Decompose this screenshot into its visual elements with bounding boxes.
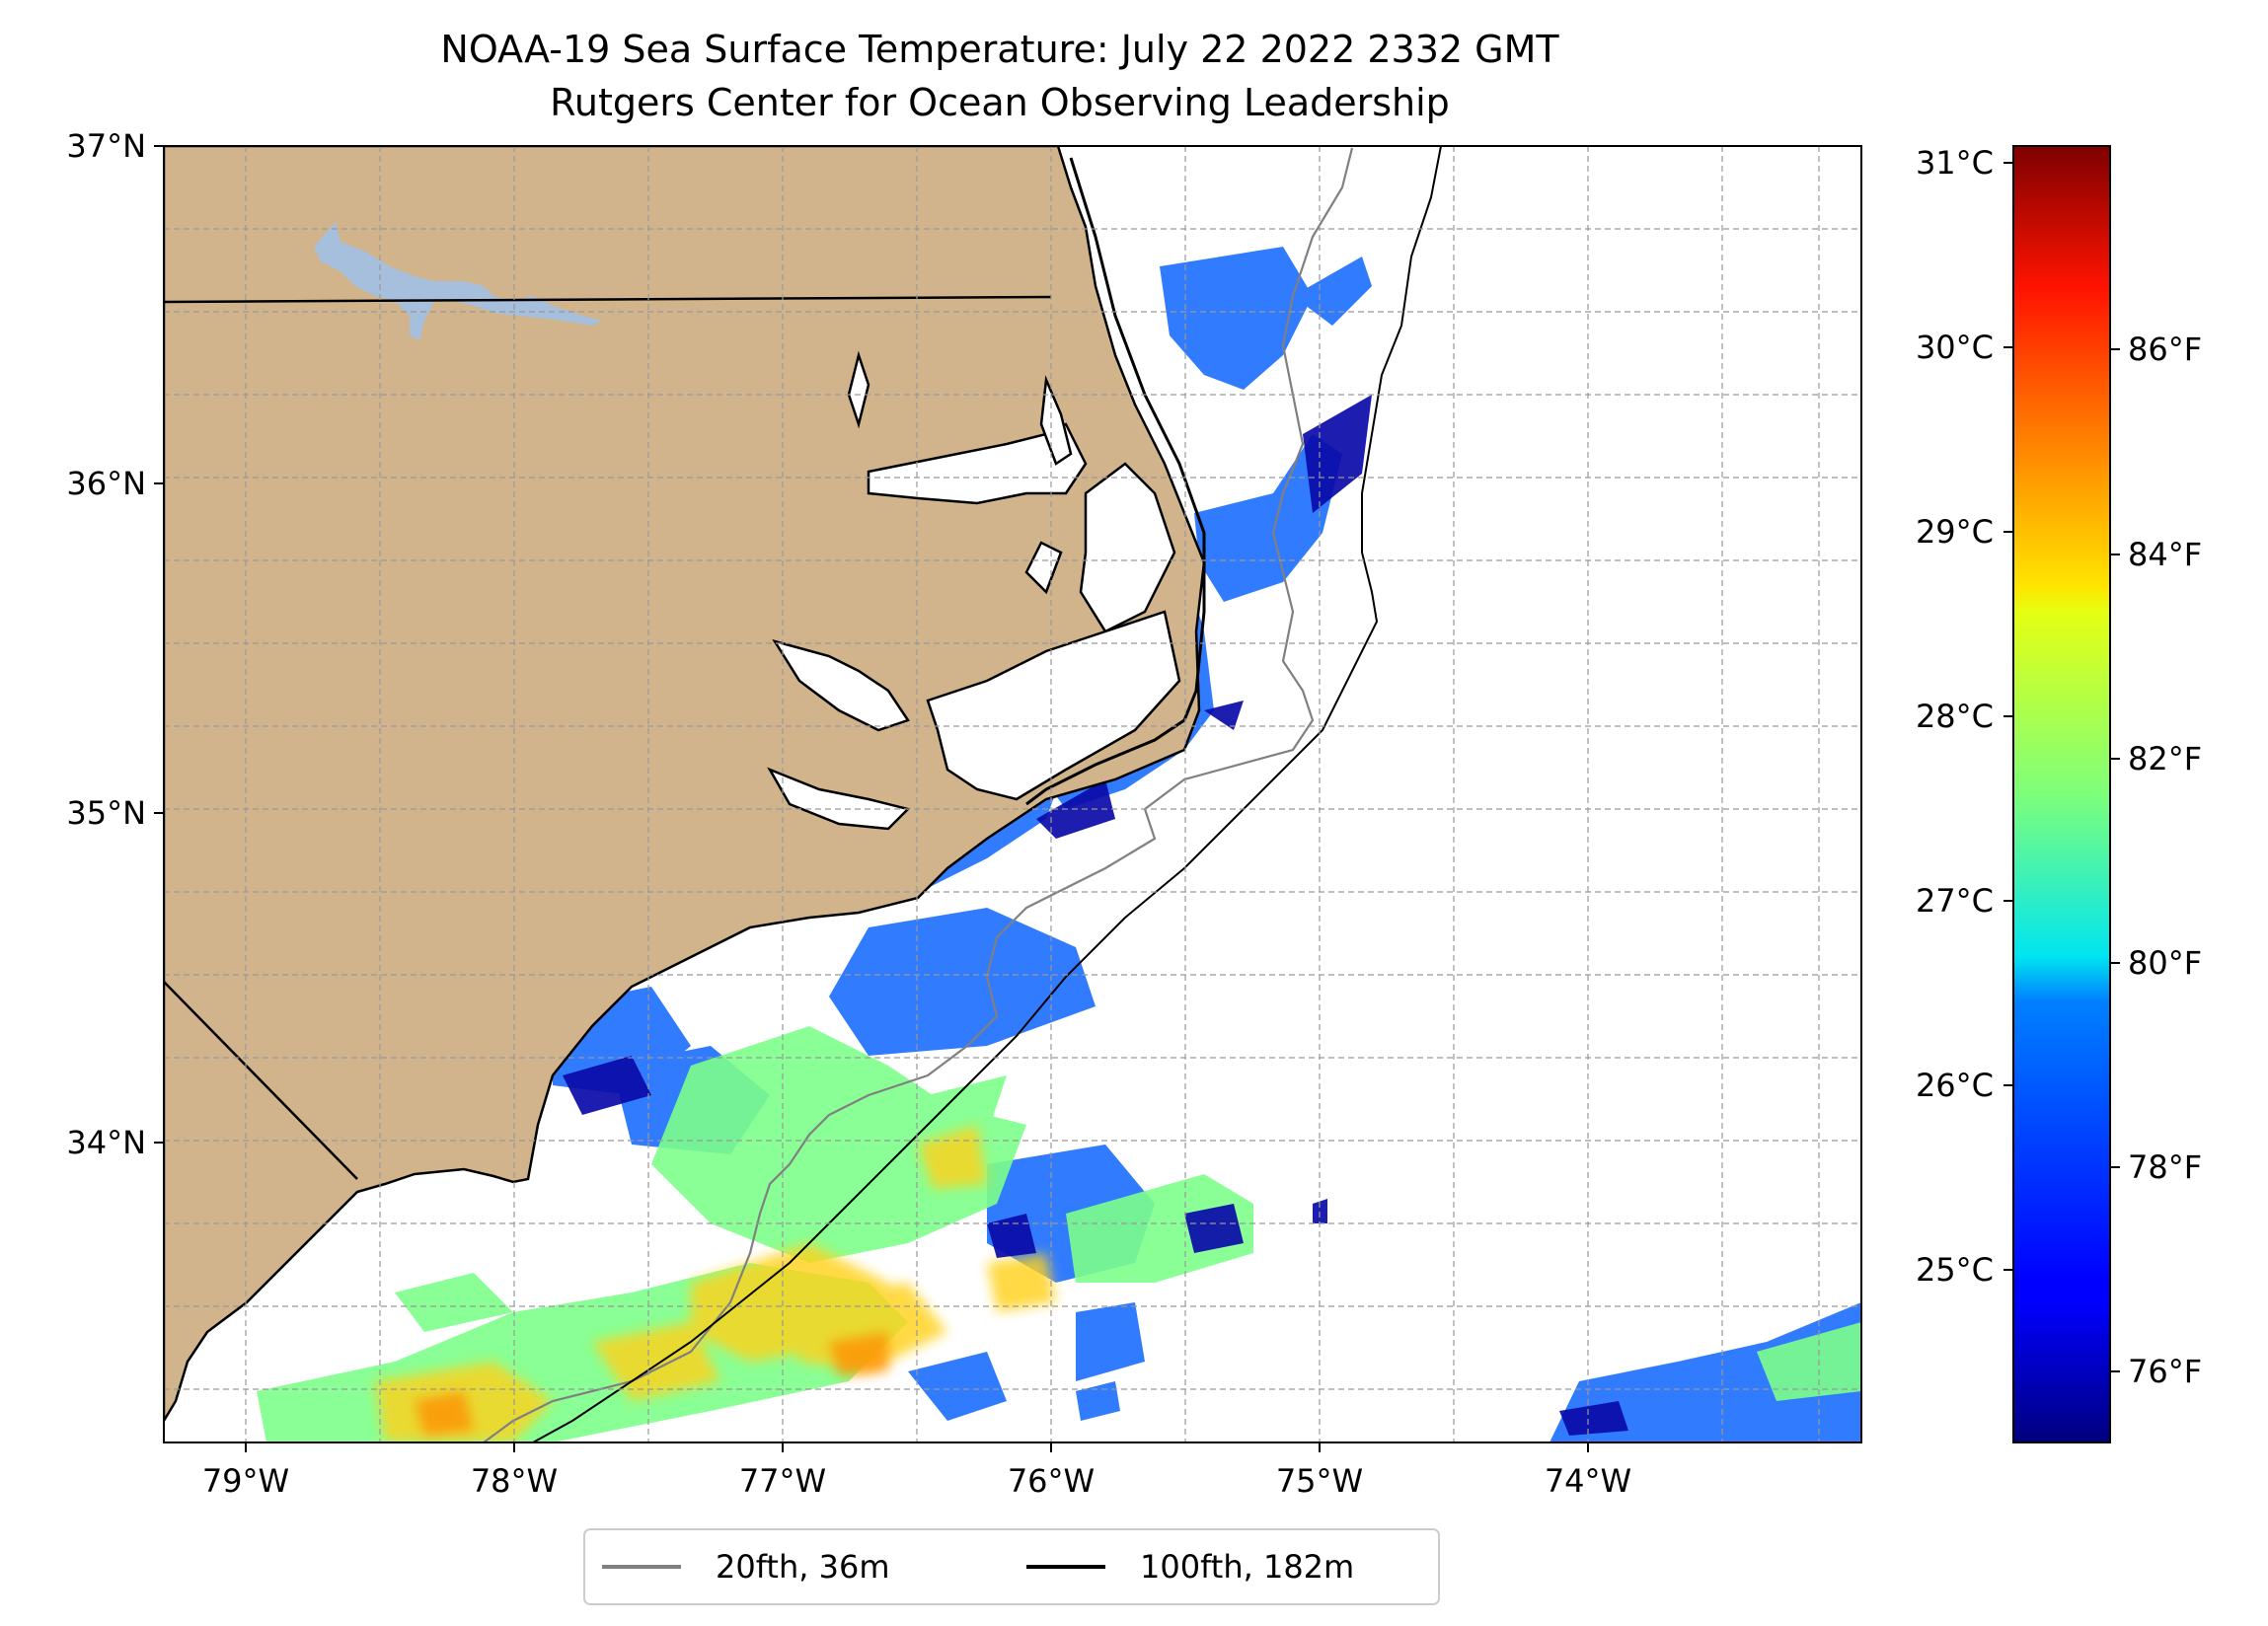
- map-frame: [163, 145, 1862, 1443]
- colorbar-ticks: [2003, 162, 2120, 1372]
- colorbar: 31°C 30°C 29°C 28°C 27°C 26°C 25°C 86°F …: [1916, 144, 2202, 1443]
- lon-label-79w: 79°W: [202, 1462, 289, 1500]
- lat-label-34n: 34°N: [66, 1124, 146, 1161]
- colorbar-c-27: 27°C: [1916, 882, 1994, 920]
- isobath-20fth: [483, 147, 1354, 1442]
- colorbar-c-25: 25°C: [1916, 1251, 1994, 1289]
- colorbar-f-78: 78°F: [2128, 1148, 2202, 1186]
- map-title-line1: NOAA-19 Sea Surface Temperature: July 22…: [440, 28, 1559, 71]
- nc-va-border: [164, 295, 1052, 304]
- lon-label-74w: 74°W: [1545, 1462, 1631, 1500]
- axis-ticks: [154, 145, 1589, 1452]
- isobath-legend: 20fth, 36m 100fth, 182m: [583, 1528, 1440, 1605]
- legend-label-100fth: 100fth, 182m: [1140, 1548, 1354, 1586]
- colorbar-c-28: 28°C: [1916, 698, 1994, 735]
- lat-label-36n: 36°N: [66, 465, 146, 502]
- inland-waters: [767, 350, 1181, 831]
- legend-box: [583, 1528, 1440, 1605]
- lon-label-75w: 75°W: [1276, 1462, 1363, 1500]
- barrier-islands: [1025, 157, 1206, 806]
- colorbar-c-26: 26°C: [1916, 1067, 1994, 1104]
- lon-label-78w: 78°W: [471, 1462, 558, 1500]
- lake: [314, 222, 602, 340]
- colorbar-f-80: 80°F: [2128, 944, 2202, 982]
- map-title-line2: Rutgers Center for Ocean Observing Leade…: [550, 81, 1450, 124]
- lat-label-35n: 35°N: [66, 794, 146, 832]
- lat-label-37n: 37°N: [66, 127, 146, 165]
- lon-label-77w: 77°W: [739, 1462, 826, 1500]
- colorbar-f-84: 84°F: [2128, 536, 2202, 573]
- legend-label-20fth: 20fth, 36m: [716, 1548, 889, 1586]
- lon-label-76w: 76°W: [1008, 1462, 1095, 1500]
- nc-sc-border: [164, 981, 358, 1180]
- gridlines: [164, 146, 1861, 1442]
- map-axes: [164, 146, 1861, 1442]
- colorbar-gradient: [2012, 145, 2111, 1443]
- colorbar-c-29: 29°C: [1916, 513, 1994, 551]
- colorbar-f-86: 86°F: [2128, 331, 2202, 368]
- colorbar-f-76: 76°F: [2128, 1353, 2202, 1390]
- colorbar-c-30: 30°C: [1916, 329, 1994, 366]
- colorbar-f-82: 82°F: [2128, 740, 2202, 777]
- colorbar-c-31: 31°C: [1916, 144, 1994, 182]
